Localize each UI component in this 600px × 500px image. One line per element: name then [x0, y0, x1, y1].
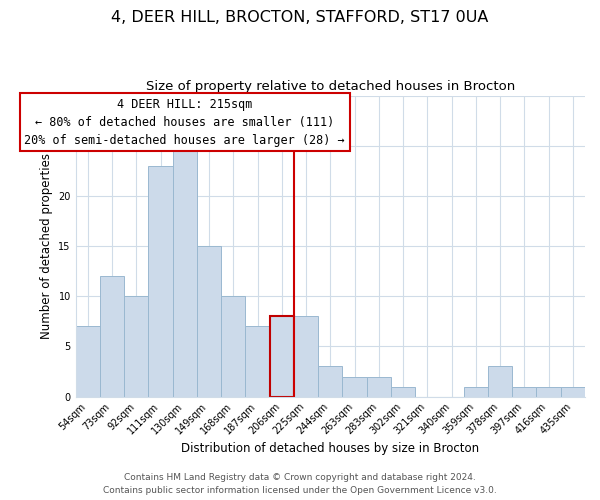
Title: Size of property relative to detached houses in Brocton: Size of property relative to detached ho… [146, 80, 515, 93]
Bar [488, 366, 512, 396]
Bar [343, 376, 367, 396]
Bar [561, 386, 585, 396]
Text: 4, DEER HILL, BROCTON, STAFFORD, ST17 0UA: 4, DEER HILL, BROCTON, STAFFORD, ST17 0U… [112, 10, 488, 25]
Bar [318, 366, 343, 396]
Bar [391, 386, 415, 396]
Bar [270, 316, 294, 396]
Y-axis label: Number of detached properties: Number of detached properties [40, 153, 53, 339]
Bar [197, 246, 221, 396]
Bar [464, 386, 488, 396]
Bar [294, 316, 318, 396]
Bar [100, 276, 124, 396]
X-axis label: Distribution of detached houses by size in Brocton: Distribution of detached houses by size … [181, 442, 479, 455]
Bar [173, 146, 197, 396]
Text: 4 DEER HILL: 215sqm
← 80% of detached houses are smaller (111)
20% of semi-detac: 4 DEER HILL: 215sqm ← 80% of detached ho… [25, 98, 345, 146]
Bar [76, 326, 100, 396]
Bar [367, 376, 391, 396]
Bar [245, 326, 270, 396]
Bar [512, 386, 536, 396]
Bar [536, 386, 561, 396]
Text: Contains HM Land Registry data © Crown copyright and database right 2024.
Contai: Contains HM Land Registry data © Crown c… [103, 474, 497, 495]
Bar [148, 166, 173, 396]
Bar [124, 296, 148, 396]
Bar [221, 296, 245, 396]
